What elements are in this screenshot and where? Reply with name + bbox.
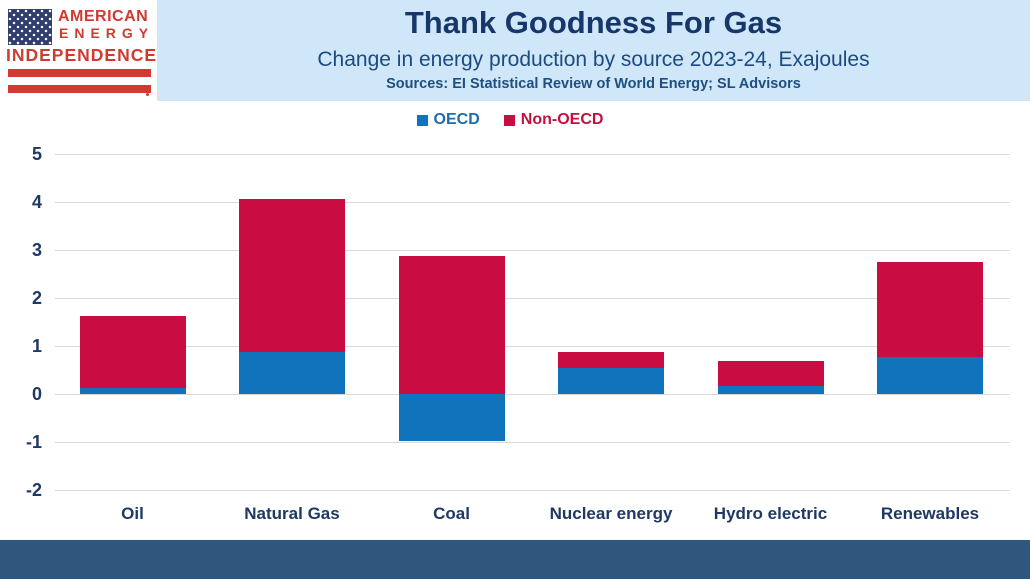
x-category-label-oil: Oil [121,504,144,523]
x-category-label-nuclear-energy: Nuclear energy [549,504,673,523]
bar-oecd-oil [79,387,186,394]
flag-stripe [8,85,151,93]
gridline-y1 [55,346,1010,347]
chart-legend: OECD Non-OECD [0,111,1020,131]
flag-stars-icon [8,9,52,45]
gridline-y-1 [55,442,1010,443]
header-band: Thank Goodness For Gas Change in energy … [157,0,1030,101]
bar-oecd-coal [398,394,505,441]
bar-oecd-renewables [877,356,983,394]
bar-oecd-natural-gas [239,351,345,394]
x-category-label-renewables: Renewables [880,504,980,523]
logo-text-independence: INDEPENDENCE [6,45,158,65]
gridline-y0 [55,394,1010,395]
y-tick-label: -1 [25,432,42,452]
x-category-label-coal: Coal [433,504,470,523]
gridline-y4 [55,202,1010,203]
x-category-label-natural-gas: Natural Gas [244,504,340,523]
bar-non-oecd-coal [398,255,505,394]
legend-item-oecd: OECD [416,111,480,129]
y-tick-label: 4 [31,192,42,212]
logo-text-american: AMERICAN [58,8,149,25]
legend-item-non-oecd: Non-OECD [503,111,604,129]
chart-subtitle: Change in energy production by source 20… [317,48,870,71]
x-category-label-hydro-electric: Hydro electric [713,504,828,523]
gridline-y3 [55,250,1010,251]
american-energy-independence-logo: AMERICAN ENERGY INDEPENDENCE [0,0,157,101]
logo-trademark-dot [146,93,149,96]
gridline-y5 [55,154,1010,155]
flag-stripe [8,69,151,77]
y-tick-label: 3 [31,240,42,260]
bar-non-oecd-nuclear-energy [558,352,664,369]
gridline-y-2 [55,490,1010,491]
bar-non-oecd-renewables [877,261,983,357]
page-title: Thank Goodness For Gas [404,5,783,40]
bar-oecd-hydro-electric [717,386,824,394]
bar-non-oecd-natural-gas [239,199,345,352]
logo-text-energy: ENERGY [59,25,155,41]
legend-label-non-oecd: Non-OECD [520,111,604,128]
y-tick-label: 1 [31,336,42,356]
bar-oecd-nuclear-energy [558,368,664,394]
legend-label-oecd: OECD [433,111,480,128]
y-tick-label: 0 [31,384,42,404]
y-tick-label: 2 [31,288,42,308]
legend-swatch-non-oecd [503,114,515,126]
footer-bar [0,540,1030,579]
y-tick-label: 5 [31,144,42,164]
bar-non-oecd-oil [79,315,186,388]
legend-swatch-oecd [416,114,428,126]
sources-line: Sources: EI Statistical Review of World … [386,76,801,92]
gridline-y2 [55,298,1010,299]
y-tick-label: -2 [25,480,42,500]
bar-non-oecd-hydro-electric [717,360,824,387]
